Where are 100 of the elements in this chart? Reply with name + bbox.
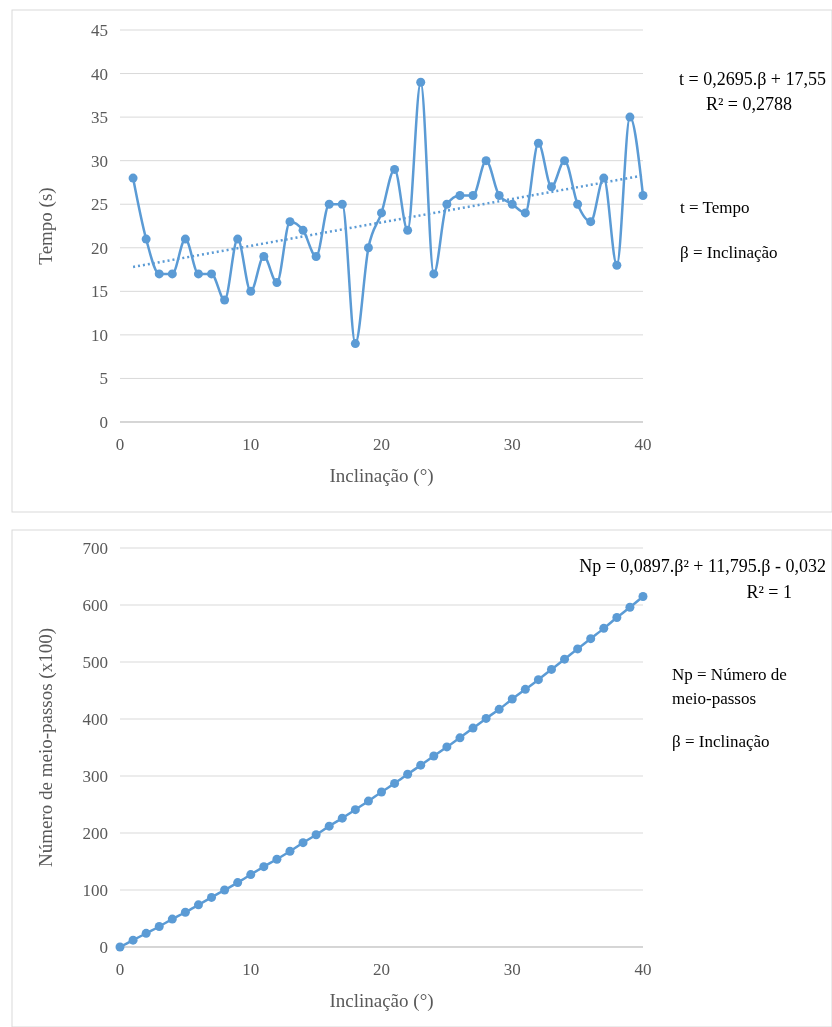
point bbox=[259, 862, 269, 872]
y-tick-label: 35 bbox=[91, 108, 108, 128]
point bbox=[324, 199, 334, 209]
point bbox=[128, 935, 138, 945]
point bbox=[612, 613, 622, 623]
point bbox=[272, 278, 282, 288]
point bbox=[337, 813, 347, 823]
point bbox=[167, 269, 177, 279]
x-axis-title: Inclinação (°) bbox=[329, 465, 434, 487]
point bbox=[207, 892, 217, 902]
point bbox=[442, 742, 452, 752]
y-tick-label: 10 bbox=[91, 325, 108, 345]
y-tick-label: 600 bbox=[82, 595, 108, 615]
point bbox=[416, 760, 426, 770]
point bbox=[494, 704, 504, 714]
point bbox=[337, 199, 347, 209]
point bbox=[403, 225, 413, 235]
point bbox=[468, 723, 478, 733]
point bbox=[311, 830, 321, 840]
text: β = Inclinação bbox=[680, 243, 778, 262]
point bbox=[141, 928, 151, 938]
y-tick-label: 30 bbox=[91, 151, 108, 171]
annotation: Np = 0,0897.β² + 11,795.β - 0,032 bbox=[579, 556, 826, 576]
text: Np = Número de meio-passos bbox=[672, 665, 787, 708]
y-tick-label: 200 bbox=[82, 823, 108, 843]
point bbox=[573, 199, 583, 209]
point bbox=[154, 269, 164, 279]
point bbox=[233, 234, 243, 244]
point bbox=[128, 173, 138, 183]
point bbox=[115, 942, 125, 952]
point bbox=[612, 260, 622, 270]
point bbox=[220, 295, 230, 305]
y-tick-label: 100 bbox=[82, 880, 108, 900]
point bbox=[193, 900, 203, 910]
x-tick-label: 40 bbox=[634, 435, 652, 454]
y-tick-label: 25 bbox=[91, 195, 108, 215]
x-tick-label: 40 bbox=[634, 960, 652, 979]
y-tick-label: 0 bbox=[99, 412, 108, 432]
point bbox=[180, 907, 190, 917]
y-axis-title: Tempo (s) bbox=[35, 187, 57, 265]
point bbox=[586, 217, 596, 227]
point bbox=[520, 684, 530, 694]
x-tick-label: 10 bbox=[242, 960, 260, 979]
point bbox=[259, 251, 269, 261]
x-tick-label: 0 bbox=[115, 960, 125, 979]
point bbox=[625, 602, 635, 612]
text: t = 0,2695.β + 17,55 bbox=[679, 69, 826, 89]
point bbox=[363, 796, 373, 806]
y-tick-label: 0 bbox=[99, 937, 108, 957]
point bbox=[285, 217, 295, 227]
point bbox=[246, 286, 256, 296]
x-tick-label: 20 bbox=[373, 960, 390, 979]
point bbox=[377, 208, 386, 218]
point bbox=[560, 156, 570, 166]
point bbox=[638, 191, 648, 201]
point bbox=[573, 644, 583, 654]
y-tick-label: 700 bbox=[82, 538, 108, 558]
x-tick-label: 0 bbox=[115, 435, 125, 454]
point bbox=[324, 821, 334, 831]
point bbox=[390, 164, 400, 174]
y-tick-label: 5 bbox=[99, 369, 108, 389]
point bbox=[533, 138, 543, 148]
point bbox=[442, 199, 452, 209]
text: t = Tempo bbox=[680, 198, 750, 217]
point bbox=[481, 156, 491, 166]
point bbox=[546, 182, 556, 192]
text: R² = 1 bbox=[746, 582, 792, 602]
point bbox=[193, 269, 203, 279]
text: β = Inclinação bbox=[672, 732, 770, 751]
point bbox=[377, 787, 386, 797]
point bbox=[625, 112, 635, 122]
point bbox=[416, 77, 426, 87]
point bbox=[507, 199, 517, 209]
text: R² = 0,2788 bbox=[705, 94, 792, 114]
x-axis-title: Inclinação (°) bbox=[329, 990, 434, 1012]
point bbox=[599, 623, 609, 633]
y-tick-label: 40 bbox=[91, 64, 108, 84]
point bbox=[494, 191, 504, 201]
y-tick-label: 500 bbox=[82, 652, 108, 672]
point bbox=[233, 878, 243, 888]
point bbox=[298, 225, 308, 235]
point bbox=[546, 664, 556, 674]
point bbox=[311, 251, 321, 261]
y-tick-label: 20 bbox=[91, 238, 108, 258]
y-tick-label: 400 bbox=[82, 709, 108, 729]
point bbox=[599, 173, 609, 183]
point bbox=[141, 234, 151, 244]
point bbox=[350, 339, 360, 349]
point bbox=[154, 921, 164, 931]
point bbox=[167, 914, 177, 924]
point bbox=[246, 870, 256, 880]
point bbox=[220, 885, 230, 895]
x-tick-label: 20 bbox=[373, 435, 390, 454]
point bbox=[533, 675, 543, 685]
point bbox=[180, 234, 190, 244]
point bbox=[285, 846, 295, 856]
point bbox=[520, 208, 530, 218]
point bbox=[481, 713, 491, 723]
point bbox=[207, 269, 217, 279]
point bbox=[429, 751, 439, 761]
